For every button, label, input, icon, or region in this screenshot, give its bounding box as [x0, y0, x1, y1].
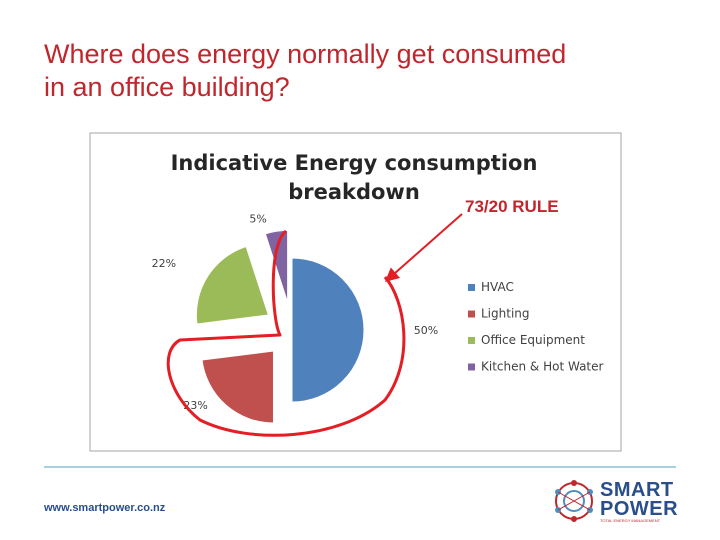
legend-label: HVAC: [481, 280, 514, 294]
data-label: 50%: [414, 324, 438, 337]
pie-slice-hvac: [291, 257, 365, 403]
legend-swatch: [468, 284, 475, 291]
data-label: 5%: [249, 212, 266, 225]
chart-title-line-1: Indicative Energy consumption: [171, 151, 538, 175]
legend-swatch: [468, 337, 475, 344]
annotation-arrow: [384, 213, 463, 282]
logo-tagline: TOTAL ENERGY MANAGEMENT: [600, 518, 661, 523]
logo-text-smart: SMART: [600, 479, 674, 501]
legend-label: Kitchen & Hot Water: [481, 360, 604, 374]
legend-label: Office Equipment: [481, 333, 585, 347]
highlight-outline: [166, 229, 406, 437]
slide-title: Where does energy normally get consumed …: [44, 38, 694, 104]
data-label: 22%: [152, 257, 176, 270]
logo-network-icon: [555, 480, 593, 522]
footer-url[interactable]: www.smartpower.co.nz: [44, 502, 166, 514]
footer-divider: [44, 466, 676, 468]
legend-swatch: [468, 363, 475, 371]
legend-label: Lighting: [481, 307, 530, 321]
logo-text-power: POWER: [600, 498, 679, 520]
pie-slice-office-equipment: [195, 245, 270, 325]
pie-slice-lighting: [201, 350, 274, 424]
rule-label: 73/20 RULE: [465, 197, 559, 216]
chart-title-line-2: breakdown: [288, 180, 420, 204]
slide-title-line-1: Where does energy normally get consumed: [44, 39, 567, 69]
pie-slice-kitchen-hot-water: [264, 229, 289, 303]
smart-power-logo: SMART POWER TOTAL ENERGY MANAGEMENT: [552, 478, 692, 526]
slide-title-line-2: in an office building?: [44, 72, 290, 102]
legend-swatch: [468, 310, 475, 318]
